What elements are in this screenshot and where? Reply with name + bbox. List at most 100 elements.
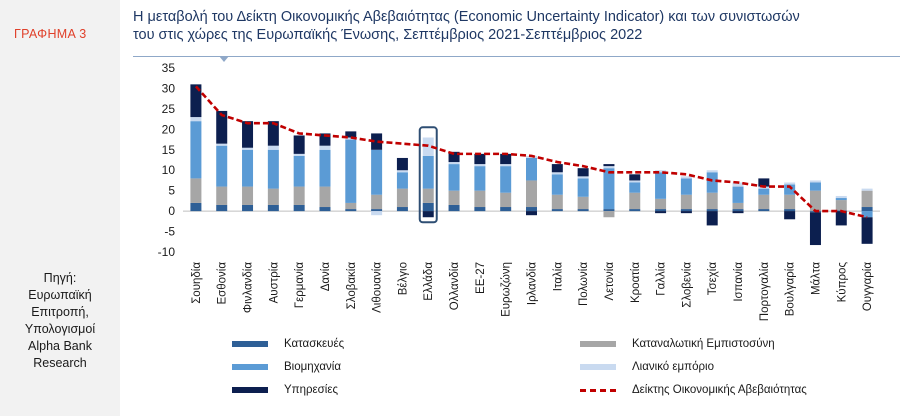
source-line: Πηγή: xyxy=(43,271,77,285)
bar-segment-consumer xyxy=(216,186,228,205)
x-tick-label: Ελλάδα xyxy=(423,262,435,301)
x-tick-label: Ιρλανδία xyxy=(527,262,539,305)
bar-segment-industry xyxy=(680,178,692,195)
bar-segment-retail xyxy=(500,164,512,167)
bar-segment-construction xyxy=(655,209,667,212)
bar-segment-industry xyxy=(835,198,847,201)
bar-segment-retail xyxy=(706,170,718,173)
bar-segment-retail xyxy=(293,153,305,156)
bar-segment-construction xyxy=(629,209,641,212)
title-divider xyxy=(133,56,900,57)
bar-segment-retail xyxy=(809,180,821,183)
bar-segment-services xyxy=(216,110,228,144)
bar-segment-retail xyxy=(448,162,460,165)
bar-segment-industry xyxy=(706,172,718,193)
y-tick-label: 30 xyxy=(162,81,176,95)
bar-segment-construction xyxy=(706,209,718,212)
bar-segment-industry xyxy=(396,172,408,189)
bar-segment-services xyxy=(293,135,305,154)
x-tick-label: Εσθονία xyxy=(217,262,229,305)
bar-segment-consumer xyxy=(809,190,821,212)
bar-segment-industry xyxy=(448,164,460,191)
bar-segment-industry xyxy=(758,188,770,195)
x-tick-label: Γερμανία xyxy=(294,262,306,309)
bar-segment-construction xyxy=(345,209,357,212)
chart-title: Η μεταβολή του Δείκτη Οικονομικής Αβεβαι… xyxy=(133,8,898,44)
highlight-box-greece xyxy=(418,126,438,224)
bar-segment-services xyxy=(190,84,202,118)
y-tick-label: 10 xyxy=(162,163,176,177)
bar-segment-services xyxy=(680,211,692,214)
bar-segment-consumer xyxy=(319,186,331,208)
bar-segment-construction xyxy=(474,207,486,212)
x-tick-label: Δανία xyxy=(320,262,332,292)
bar-segment-retail xyxy=(422,137,434,156)
y-tick-label: 35 xyxy=(162,61,176,75)
chart-title-line: του στις χώρες της Ευρωπαϊκής Ένωσης, Σε… xyxy=(133,27,643,43)
source-line: Επιτροπή, xyxy=(31,305,89,319)
chart-title-line: Η μεταβολή του Δείκτη Οικονομικής Αβεβαι… xyxy=(133,9,800,25)
bar-segment-construction xyxy=(422,202,434,212)
bar-segment-services xyxy=(809,212,821,246)
bar-segment-construction xyxy=(267,204,279,212)
y-tick-label: -10 xyxy=(158,245,176,259)
bar-segment-consumer xyxy=(551,194,563,210)
bar-segment-services xyxy=(835,211,847,226)
bar-segment-services xyxy=(319,133,331,146)
sidebar: ΓΡΑΦΗΜΑ 3 Πηγή: Ευρωπαϊκή Επιτροπή, Υπολ… xyxy=(0,0,120,416)
bar-segment-construction xyxy=(242,204,254,212)
bar-segment-industry xyxy=(345,139,357,203)
x-tick-label: Λιθουανία xyxy=(372,262,384,313)
bar-segment-construction xyxy=(319,207,331,212)
bar-segment-retail xyxy=(242,147,254,150)
bar-segment-retail xyxy=(603,166,615,169)
x-tick-label: Πολωνία xyxy=(578,262,590,306)
bar-segment-services xyxy=(242,121,254,148)
y-tick-label: 15 xyxy=(162,143,176,157)
bar-segment-retail xyxy=(474,164,486,167)
bar-segment-construction xyxy=(784,209,796,212)
bar-segment-services xyxy=(474,153,486,165)
bar-segment-services xyxy=(422,211,434,218)
bar-segment-consumer xyxy=(242,186,254,205)
x-tick-label: Κύπρος xyxy=(836,262,848,303)
bar-segment-consumer xyxy=(448,190,460,205)
bar-segment-retail xyxy=(190,117,202,122)
bar-segment-industry xyxy=(526,157,537,181)
bar-segment-construction xyxy=(216,204,228,212)
source-note: Πηγή: Ευρωπαϊκή Επιτροπή, Υπολογισμοί Al… xyxy=(0,270,120,372)
x-tick-label: Μάλτα xyxy=(810,262,822,295)
x-tick-label: Γαλλία xyxy=(656,262,668,296)
x-tick-label: Σλοβενία xyxy=(681,262,693,308)
bar-segment-construction xyxy=(758,209,770,212)
bar-segment-consumer xyxy=(371,194,383,210)
bar-segment-industry xyxy=(267,149,279,189)
bar-segment-services xyxy=(500,153,512,165)
bar-segment-consumer xyxy=(861,190,873,208)
bar-segment-construction xyxy=(500,207,512,212)
x-tick-label: Τσεχία xyxy=(707,262,719,296)
x-tick-label: Αυστρία xyxy=(268,262,280,304)
bar-segment-industry xyxy=(655,172,667,199)
bar-segment-construction xyxy=(448,204,460,212)
bar-segment-industry xyxy=(319,149,331,187)
x-tick-label: Ιταλία xyxy=(552,262,564,292)
bar-segment-industry xyxy=(809,182,821,191)
bar-segment-construction xyxy=(861,207,873,212)
bar-segment-industry xyxy=(216,145,228,187)
bar-segment-industry xyxy=(551,174,563,195)
y-tick-label: 0 xyxy=(168,204,175,218)
bar-segment-consumer xyxy=(474,190,486,208)
x-tick-label: Σλοβακία xyxy=(346,262,358,310)
bar-segment-construction xyxy=(190,202,202,212)
bar-segment-retail xyxy=(551,172,563,175)
bar-segment-construction xyxy=(526,207,537,212)
source-line: Υπολογισμοί xyxy=(24,322,96,336)
bar-segment-retail xyxy=(577,176,589,179)
x-tick-label: ΕΕ-27 xyxy=(475,262,487,294)
bar-segment-services xyxy=(448,151,460,163)
bar-segment-consumer xyxy=(293,186,305,205)
bar-segment-retail xyxy=(835,195,847,199)
bar-segment-industry xyxy=(629,182,641,193)
bar-segment-construction xyxy=(577,209,589,212)
